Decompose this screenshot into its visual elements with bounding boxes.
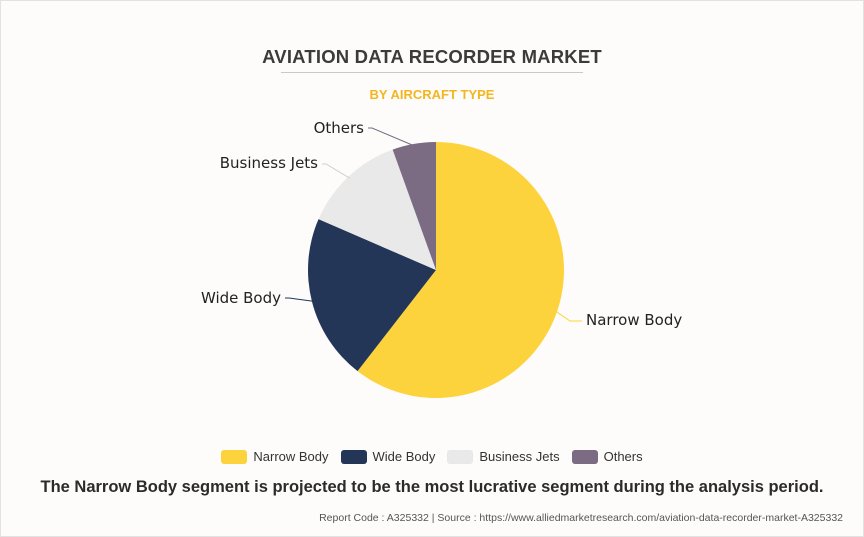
legend-label: Wide Body xyxy=(372,449,436,464)
leader-line xyxy=(285,297,315,302)
slice-label: Business Jets xyxy=(220,154,318,172)
legend-swatch xyxy=(447,449,474,464)
pie-slice-wide-body[interactable] xyxy=(308,219,436,372)
pie-chart: Narrow Body Wide Body Business Jets Others xyxy=(201,119,682,398)
legend-item-others[interactable]: Others xyxy=(571,449,643,464)
legend-swatch xyxy=(340,449,367,464)
legend-label: Others xyxy=(603,449,643,464)
chart-subtitle: BY AIRCRAFT TYPE xyxy=(369,87,495,102)
leader-line xyxy=(368,127,415,147)
slice-label: Narrow Body xyxy=(586,311,682,329)
leader-line xyxy=(322,163,351,179)
slice-label: Wide Body xyxy=(201,289,281,307)
key-finding-text: The Narrow Body segment is projected to … xyxy=(40,478,824,496)
title-divider xyxy=(281,72,583,73)
pie-slice-business-jets[interactable] xyxy=(318,149,436,270)
legend-swatch xyxy=(221,449,248,464)
legend-label: Business Jets xyxy=(479,449,560,464)
pie-slice-others[interactable] xyxy=(392,142,436,270)
legend-item-narrow-body[interactable]: Narrow Body xyxy=(221,449,329,464)
pie-slice-narrow-body[interactable] xyxy=(357,142,564,398)
leader-line xyxy=(554,310,582,322)
legend: Narrow Body Wide Body Business Jets Othe… xyxy=(0,449,864,464)
chart-title: AVIATION DATA RECORDER MARKET xyxy=(262,46,602,67)
legend-item-wide-body[interactable]: Wide Body xyxy=(340,449,436,464)
legend-swatch xyxy=(571,449,598,464)
source-citation: Report Code : A325332 | Source : https:/… xyxy=(319,512,843,524)
slice-label: Others xyxy=(314,119,365,137)
legend-item-business-jets[interactable]: Business Jets xyxy=(447,449,560,464)
legend-label: Narrow Body xyxy=(253,449,329,464)
